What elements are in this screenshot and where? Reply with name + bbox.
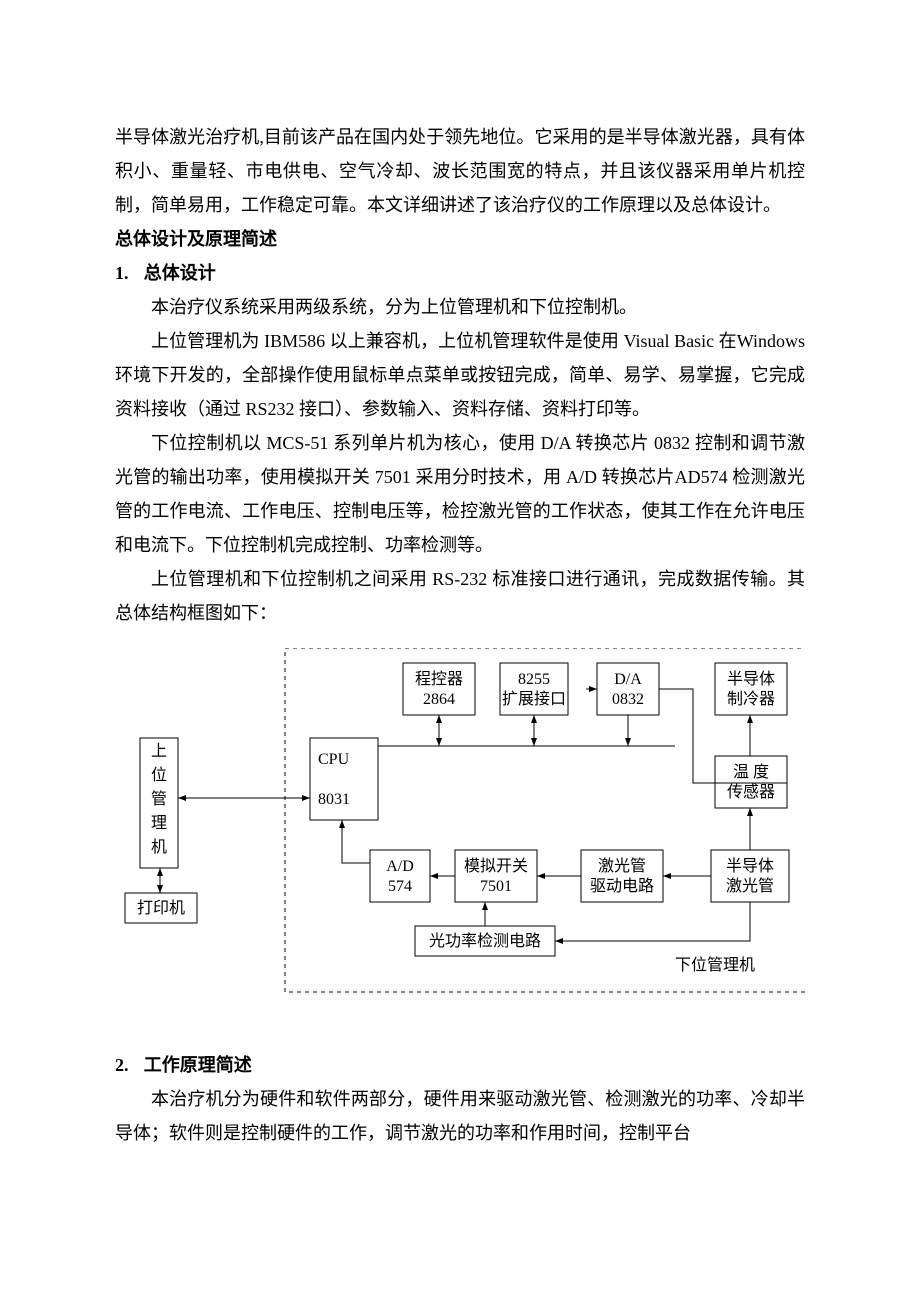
overview-heading: 总体设计及原理简述 <box>115 222 805 256</box>
section-1-p2: 上位管理机为 IBM586 以上兼容机，上位机管理软件是使用 Visual Ba… <box>115 324 805 426</box>
svg-text:光功率检测电路: 光功率检测电路 <box>429 932 541 950</box>
svg-text:2864: 2864 <box>423 691 455 708</box>
svg-text:传感器: 传感器 <box>727 783 775 801</box>
svg-text:半导体: 半导体 <box>727 670 775 688</box>
section-2-heading: 2.工作原理简述 <box>115 1048 805 1082</box>
svg-text:打印机: 打印机 <box>137 899 185 917</box>
svg-text:管: 管 <box>151 790 167 808</box>
svg-text:制冷器: 制冷器 <box>727 690 775 708</box>
section-1-number: 1. <box>115 256 144 290</box>
section-2-title: 工作原理简述 <box>144 1055 252 1075</box>
section-1-p1: 本治疗仪系统采用两级系统，分为上位管理机和下位控制机。 <box>115 290 805 324</box>
svg-text:下位管理机: 下位管理机 <box>675 956 755 974</box>
svg-text:机: 机 <box>151 838 167 856</box>
svg-text:驱动电路: 驱动电路 <box>590 877 654 895</box>
svg-text:位: 位 <box>151 766 167 784</box>
svg-text:上: 上 <box>151 742 167 760</box>
svg-text:扩展接口: 扩展接口 <box>502 690 566 708</box>
svg-text:理: 理 <box>151 815 167 832</box>
svg-text:A/D: A/D <box>386 858 414 875</box>
document-page: 半导体激光治疗机,目前该产品在国内处于领先地位。它采用的是半导体激光器，具有体积… <box>0 0 920 1302</box>
section-1-heading: 1.总体设计 <box>115 256 805 290</box>
svg-text:温 度: 温 度 <box>733 763 769 781</box>
svg-text:激光管: 激光管 <box>598 857 646 875</box>
svg-text:D/A: D/A <box>614 671 642 688</box>
svg-text:574: 574 <box>388 878 412 895</box>
svg-text:半导体: 半导体 <box>726 857 774 875</box>
svg-text:8255: 8255 <box>518 671 550 688</box>
svg-text:7501: 7501 <box>480 878 512 895</box>
svg-text:程控器: 程控器 <box>415 670 463 688</box>
block-diagram-svg: 上位管理机打印机 CPU 8031 程控器 2864 8255 扩展接口 D/A 0832 半导体… <box>115 648 805 998</box>
intro-paragraph: 半导体激光治疗机,目前该产品在国内处于领先地位。它采用的是半导体激光器，具有体积… <box>115 120 805 222</box>
section-1-p4: 上位管理机和下位控制机之间采用 RS-232 标准接口进行通讯，完成数据传输。其… <box>115 562 805 630</box>
section-1-title: 总体设计 <box>144 263 216 283</box>
svg-text:0832: 0832 <box>612 691 644 708</box>
section-2-p1: 本治疗机分为硬件和软件两部分，硬件用来驱动激光管、检测激光的功率、冷却半导体；软… <box>115 1082 805 1150</box>
svg-text:模拟开关: 模拟开关 <box>464 857 528 875</box>
section-1-p3: 下位控制机以 MCS-51 系列单片机为核心，使用 D/A 转换芯片 0832 … <box>115 426 805 562</box>
section-2-number: 2. <box>115 1048 144 1082</box>
svg-text:CPU: CPU <box>318 751 350 768</box>
block-diagram: 上位管理机打印机 CPU 8031 程控器 2864 8255 扩展接口 D/A 0832 半导体… <box>115 648 805 998</box>
svg-text:8031: 8031 <box>318 791 350 808</box>
svg-text:激光管: 激光管 <box>726 877 774 895</box>
